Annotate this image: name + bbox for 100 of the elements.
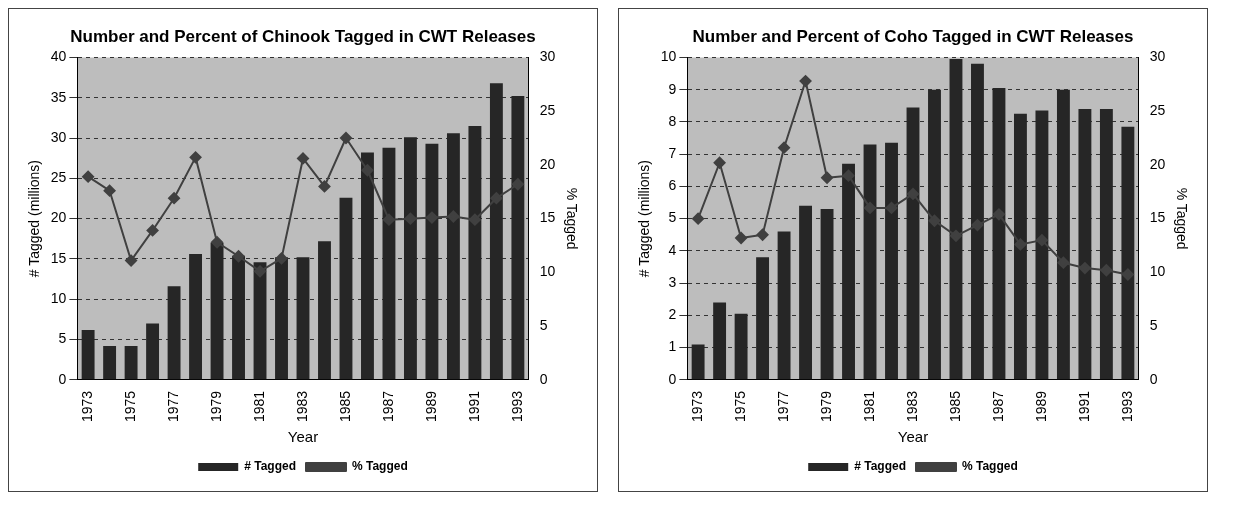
y-tick-label: 2 [668,306,677,323]
bar [275,257,288,380]
bar [1099,108,1113,380]
bar [253,262,267,380]
y2-tick-label: 0 [1149,370,1158,387]
point [907,187,919,200]
bar [842,163,855,380]
point [318,180,331,193]
point [949,229,962,242]
legend-label: % Tagged [352,459,408,474]
y-tick-label: 6 [668,177,677,194]
y2-tick-label: 25 [539,102,556,118]
bar [296,257,310,380]
y-tick-label: 0 [58,370,67,387]
x-tick-label: 1979 [207,390,224,423]
point [211,236,224,249]
y-tick-label: 8 [668,112,677,129]
x-tick-label: 1973 [688,390,705,423]
point [490,192,503,205]
bar [81,329,95,380]
point [778,141,791,154]
bar [777,231,791,380]
x-tick-label: 1975 [121,390,138,423]
x-tick-label: 1991 [465,390,482,423]
point [103,184,116,197]
y2-axis-title: % Tagged [563,187,580,250]
bar [210,242,224,380]
bar [124,346,138,380]
y2-tick-label: 20 [539,155,556,172]
bar [906,107,920,380]
y2-tick-label: 10 [1149,263,1166,280]
point [928,214,941,227]
bar [1056,89,1070,380]
point [842,169,855,182]
bar [756,257,770,380]
bar [468,125,482,380]
x-tick-label: 1983 [903,390,920,423]
bar [928,89,941,380]
y2-tick-label: 10 [539,263,556,280]
x-tick-label: 1977 [164,390,181,423]
bar [318,241,331,380]
point [254,265,267,278]
point [425,211,438,224]
x-tick-label: 1981 [860,390,877,423]
point [146,224,159,237]
x-axis-title: Year [287,428,319,446]
point [1057,256,1070,269]
y-tick-label: 30 [50,128,67,145]
x-axis-title: Year [897,428,929,446]
y-tick-label: 10 [50,290,67,307]
chart-title: Number and Percent of Coho Tagged in CWT Releases [692,26,1134,46]
x-tick-label: 1985 [946,390,963,423]
bar [446,133,460,380]
point [713,156,726,169]
x-tick-label: 1977 [774,390,791,423]
x-tick-label: 1981 [250,390,267,423]
legend-label: # Tagged [244,459,297,474]
point [799,75,812,88]
y2-tick-label: 0 [539,370,548,387]
y2-tick-label: 15 [539,209,556,226]
bar [103,346,117,380]
x-tick-label: 1985 [336,390,353,423]
y2-tick-label: 30 [1149,48,1166,65]
bar [232,255,245,380]
x-tick-label: 1993 [508,390,525,423]
y-tick-label: 35 [50,88,67,105]
bar [382,147,396,380]
y-tick-label: 1 [668,338,677,355]
bar [885,142,898,380]
point [447,210,460,223]
x-tick-label: 1983 [293,390,310,423]
x-tick-label: 1987 [379,390,396,423]
legend-label: # Tagged [854,459,907,474]
y-tick-label: 9 [668,80,677,97]
x-tick-label: 1987 [989,390,1006,423]
point [821,171,834,184]
point [971,219,984,232]
point [1035,234,1048,247]
bar [734,313,748,380]
point [361,164,374,177]
y2-tick-label: 5 [539,316,548,333]
bar [339,197,353,380]
y-tick-label: 5 [58,330,67,347]
y-tick-label: 0 [668,370,677,387]
bar [146,323,160,380]
y-tick-label: 25 [50,169,67,186]
point [1121,268,1134,281]
bar [971,63,984,380]
point [1078,262,1091,275]
y-tick-label: 5 [668,209,677,226]
bar [167,286,181,380]
point [339,132,352,145]
point [1100,264,1113,277]
y-tick-label: 20 [50,209,67,226]
point [1014,238,1027,251]
y2-tick-label: 5 [1149,316,1158,333]
point [756,228,769,241]
x-tick-label: 1989 [422,390,439,423]
y-axis-title: # Tagged (millions) [26,160,43,278]
point [992,208,1005,221]
